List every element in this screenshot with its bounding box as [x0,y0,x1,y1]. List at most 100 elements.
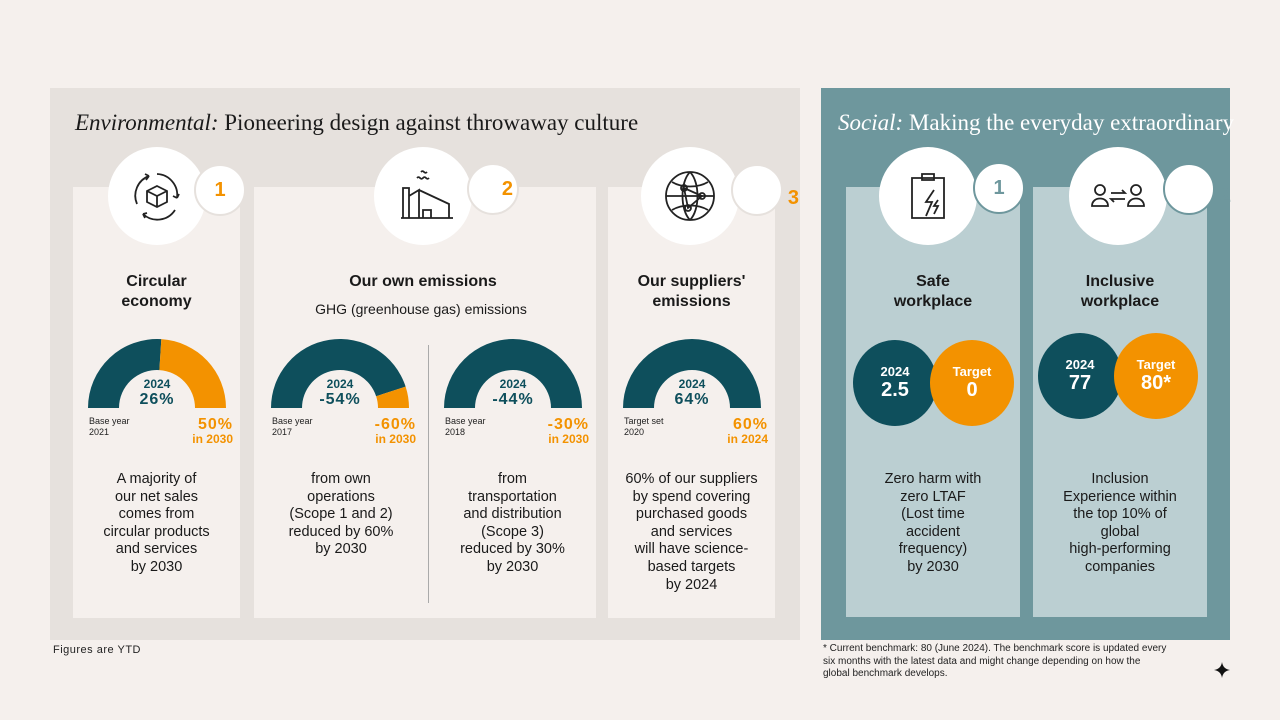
description-line: global [1100,523,1140,540]
gauge-progress-arc [623,339,761,408]
gauge-progress-arc [88,339,162,408]
description-safe: Zero harm with zero LTAF (Lost time acciden… [846,471,1020,577]
description-line: and services [115,541,198,558]
circular-box-icon [108,147,206,245]
gauge-value-label: 64% [674,391,710,408]
gauge-base-year: 2018 [445,427,466,437]
description-line: 60% of our suppliers [625,471,758,487]
gauge-target-value: -60% [374,416,416,433]
gauge-target-year: in 2030 [192,432,233,446]
card-own-emissions [254,187,596,618]
description-line: and distribution [463,506,562,523]
description-line: comes from [118,506,195,523]
heading-supplier-emissions: Our suppliers' emissions [637,273,746,310]
description-line: based targets [647,558,736,575]
gauge-remaining-arc [376,386,409,408]
description-line: operations [307,488,375,505]
description-line: from own [311,471,371,487]
clipboard-lightning-icon [879,147,977,245]
gauge-base-label: Base year [89,416,130,426]
globe-network-icon [641,147,739,245]
gauge-target-value: 50% [197,416,233,433]
description-own-operations: from own operations (Scope 1 and 2) reduced… [254,471,428,559]
description-line: Zero harm with [884,471,982,487]
social-step-number-1: 1 [973,162,1025,214]
description-line: purchased goods [635,506,748,523]
gauge-remaining-arc [159,339,226,408]
description-line: Inclusion [1091,471,1149,487]
description-circular: A majority of our net sales comes from circ… [73,471,240,577]
sparkle-logo-icon [1214,662,1230,678]
gauge-value-label: -54% [319,391,361,408]
target-value-circle: Target 80* [1114,333,1198,419]
description-line: accident [905,523,960,540]
description-line: A majority of [116,471,197,487]
step-number-2: 2 [467,163,519,215]
description-line: our net sales [114,488,199,505]
gauge-value-label: -44% [492,391,534,408]
gauge-base-label: Base year [272,416,313,426]
description-line: (Lost time [901,506,965,523]
gauge-base-year: 2017 [272,427,293,437]
divider [428,345,429,603]
target-value-circle: Target 0 [930,340,1014,426]
gauge-target-value: -30% [547,416,589,433]
description-line: and services [650,523,733,540]
description-line: circular products [103,523,210,540]
gauge-target-value: 60% [732,416,768,433]
gauge-year-label: 2024 [678,377,706,391]
description-line: zero LTAF [900,488,966,505]
description-line: companies [1084,558,1156,575]
ytd-footnote: Figures are YTD [53,644,141,656]
description-line: the top 10% of [1073,506,1167,523]
description-transportation: from transportation and distribution (Scope… [429,471,596,577]
gauge-value-label: 26% [139,391,175,408]
step-number-1: 1 [194,164,246,216]
description-line: by 2030 [907,558,959,575]
description-line: by 2024 [665,576,718,593]
social-title: Social: Making the everyday extraordinar… [838,110,1234,135]
description-line: by 2030 [486,558,539,575]
gauge-base-label: Target set [624,416,664,426]
gauge-progress-arc [444,339,582,408]
current-value-circle: 2024 2.5 [853,340,937,426]
description-line: by spend covering [632,488,751,505]
description-line: will have science- [634,541,749,558]
heading-own-emissions: Our own emissions [349,273,497,290]
heading-inclusive-workplace: Inclusive workplace [1080,273,1160,310]
current-value-circle: 2024 77 [1038,333,1122,419]
description-suppliers: 60% of our suppliers by spend covering pur… [608,471,775,594]
people-exchange-icon [1069,147,1167,245]
heading-safe-workplace: Safe workplace [893,273,973,310]
benchmark-footnote: * Current benchmark: 80 (June 2024). The… [823,643,1167,679]
description-line: (Scope 1 and 2) [289,506,393,523]
gauge-target-year: in 2030 [375,432,416,446]
description-line: by 2030 [130,558,183,575]
gauge-base-year: 2020 [624,427,645,437]
step-number-3: 3 [731,164,799,216]
social-step-number-2: 2 [1163,163,1231,215]
description-line: reduced by 30% [460,541,565,558]
description-line: from [498,471,527,487]
description-line: (Scope 3) [481,523,544,540]
gauge-target-year: in 2024 [727,432,768,446]
gauge-base-year: 2021 [89,427,110,437]
description-line: frequency) [898,541,968,558]
description-line: by 2030 [315,541,367,558]
gauge-target-year: in 2030 [548,432,589,446]
subheading-ghg: GHG (greenhouse gas) emissions [315,301,527,317]
description-line: Experience within [1063,488,1177,505]
heading-circular-economy: Circular economy [121,273,192,310]
description-line: transportation [468,488,557,505]
gauge-year-label: 2024 [326,377,354,391]
description-line: high-performing [1069,541,1171,558]
description-inclusive: Inclusion Experience within the top 10% of… [1033,471,1207,577]
gauge-progress-arc [271,338,406,408]
gauge-year-label: 2024 [499,377,527,391]
environmental-title: Environmental: Pioneering design against… [75,110,639,135]
description-line: reduced by 60% [288,523,394,540]
gauge-base-label: Base year [445,416,486,426]
factory-icon [374,147,472,245]
gauge-year-label: 2024 [143,377,171,391]
